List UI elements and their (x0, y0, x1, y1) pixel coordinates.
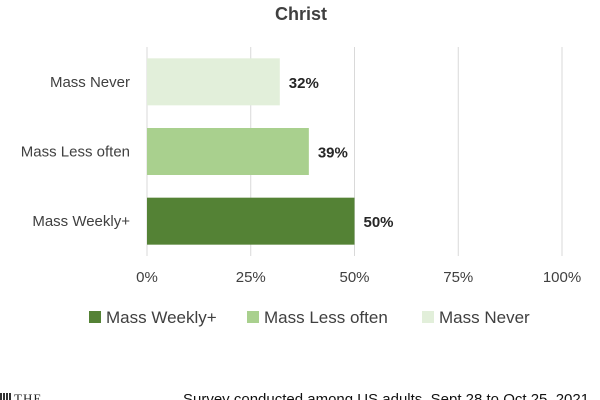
category-label: Mass Weekly+ (32, 213, 130, 230)
legend: Mass Weekly+ Mass Less often Mass Never (89, 308, 530, 327)
bars (147, 58, 355, 245)
chart-title: Christ (275, 4, 327, 24)
category-label: Mass Less often (21, 144, 130, 161)
x-tick-label: 75% (443, 269, 473, 286)
x-axis-tick-labels: 0% 25% 50% 75% 100% (136, 269, 581, 286)
legend-swatch (89, 311, 101, 323)
data-label: 32% (289, 75, 319, 92)
bar (147, 58, 280, 106)
x-tick-label: 25% (236, 269, 266, 286)
bar (147, 197, 355, 245)
x-tick-label: 0% (136, 269, 158, 286)
legend-label: Mass Never (439, 308, 530, 327)
logo-icon (0, 393, 12, 400)
x-tick-label: 100% (543, 269, 581, 286)
legend-label: Mass Weekly+ (106, 308, 217, 327)
legend-swatch (247, 311, 259, 323)
category-label: Mass Never (50, 74, 130, 91)
survey-note: Survey conducted among US adults, Sept 2… (183, 391, 590, 400)
data-label: 50% (364, 214, 394, 231)
data-labels: 32% 39% 50% (289, 75, 394, 231)
x-tick-label: 50% (339, 269, 369, 286)
bar (147, 128, 309, 175)
legend-label: Mass Less often (264, 308, 388, 327)
logo-text: THE (14, 391, 43, 400)
data-label: 39% (318, 145, 348, 162)
category-labels: Mass Never Mass Less often Mass Weekly+ (21, 74, 130, 230)
footer: THE Survey conducted among US adults, Se… (0, 383, 600, 400)
legend-swatch (422, 311, 434, 323)
